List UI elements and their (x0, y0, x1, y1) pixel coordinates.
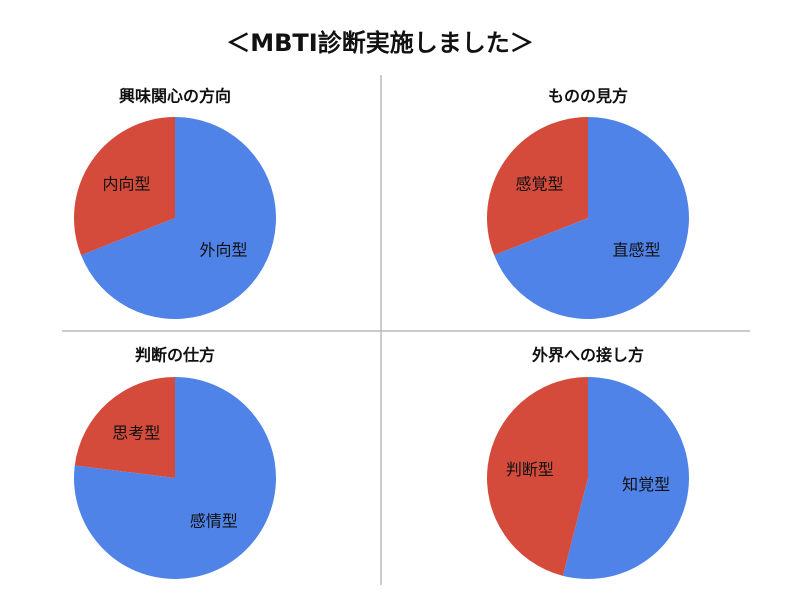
slice-label: 感情型 (190, 511, 238, 530)
slice-label: 直感型 (612, 240, 660, 259)
page-title: ＜MBTI診断実施しました＞ (226, 29, 533, 57)
chart-title: ものの見方 (548, 87, 628, 106)
chart-title: 判断の仕方 (135, 346, 215, 365)
slice-label: 思考型 (112, 424, 160, 443)
pie-slice (74, 377, 277, 580)
pie-slice (494, 117, 689, 319)
slice-label: 知覚型 (622, 475, 670, 494)
slice-label: 外向型 (199, 240, 247, 259)
pie-slice (562, 377, 689, 580)
pie-slice (74, 117, 175, 256)
slice-label: 判断型 (506, 460, 554, 479)
chart-title: 興味関心の方向 (119, 87, 231, 106)
pie-slice (487, 377, 588, 576)
slice-label: 内向型 (103, 175, 151, 194)
pie-slice (81, 117, 276, 319)
pie-slice (74, 377, 175, 478)
slice-label: 感覚型 (516, 175, 564, 194)
chart-title: 外界への接し方 (531, 346, 644, 365)
pie-slice (486, 117, 588, 256)
